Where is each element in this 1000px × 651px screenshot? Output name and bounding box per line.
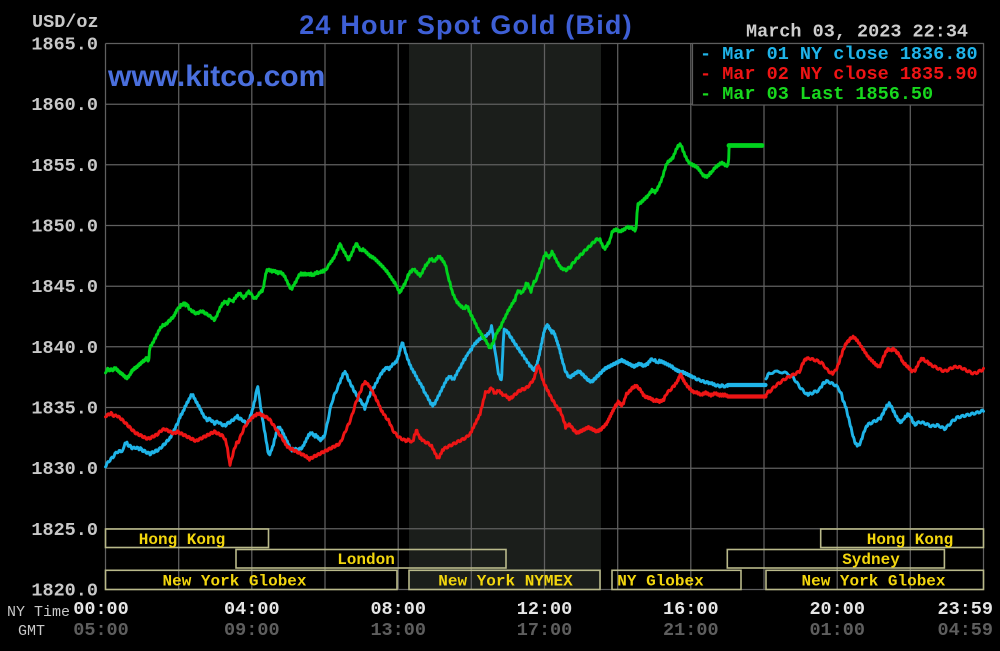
svg-text:1860.0: 1860.0 bbox=[31, 95, 98, 116]
svg-text:04:59: 04:59 bbox=[937, 620, 993, 641]
svg-text:www.kitco.com: www.kitco.com bbox=[107, 60, 325, 93]
svg-text:- Mar 03 Last 1856.50: - Mar 03 Last 1856.50 bbox=[700, 84, 933, 105]
svg-text:05:00: 05:00 bbox=[73, 620, 129, 641]
svg-text:1840.0: 1840.0 bbox=[31, 338, 98, 359]
svg-text:1820.0: 1820.0 bbox=[31, 581, 98, 602]
svg-text:New York Globex: New York Globex bbox=[162, 572, 306, 590]
svg-text:- Mar 02 NY close 1835.90: - Mar 02 NY close 1835.90 bbox=[700, 64, 978, 85]
svg-text:USD/oz: USD/oz bbox=[32, 12, 99, 33]
svg-text:NY Globex: NY Globex bbox=[617, 572, 704, 590]
svg-text:13:00: 13:00 bbox=[370, 620, 426, 641]
svg-text:1845.0: 1845.0 bbox=[31, 277, 98, 298]
svg-text:1830.0: 1830.0 bbox=[31, 459, 98, 480]
svg-text:00:00: 00:00 bbox=[73, 599, 129, 620]
svg-text:Hong Kong: Hong Kong bbox=[867, 531, 953, 549]
svg-text:01:00: 01:00 bbox=[809, 620, 865, 641]
svg-text:1835.0: 1835.0 bbox=[31, 399, 98, 420]
svg-text:23:59: 23:59 bbox=[937, 599, 993, 620]
svg-text:1850.0: 1850.0 bbox=[31, 217, 98, 238]
svg-text:17:00: 17:00 bbox=[517, 620, 573, 641]
svg-text:1865.0: 1865.0 bbox=[31, 35, 98, 56]
svg-text:04:00: 04:00 bbox=[224, 599, 280, 620]
svg-text:24 Hour Spot Gold (Bid): 24 Hour Spot Gold (Bid) bbox=[299, 10, 633, 40]
svg-text:21:00: 21:00 bbox=[663, 620, 719, 641]
svg-text:New York Globex: New York Globex bbox=[801, 572, 945, 590]
svg-text:London: London bbox=[337, 551, 395, 569]
svg-text:- Mar 01 NY close 1836.80: - Mar 01 NY close 1836.80 bbox=[700, 44, 978, 65]
svg-text:20:00: 20:00 bbox=[809, 599, 865, 620]
svg-text:GMT: GMT bbox=[18, 623, 45, 640]
svg-text:08:00: 08:00 bbox=[370, 599, 426, 620]
svg-text:Sydney: Sydney bbox=[842, 551, 900, 569]
svg-text:March 03, 2023 22:34: March 03, 2023 22:34 bbox=[746, 22, 968, 43]
svg-text:New York NYMEX: New York NYMEX bbox=[438, 572, 573, 590]
svg-text:09:00: 09:00 bbox=[224, 620, 280, 641]
svg-text:1855.0: 1855.0 bbox=[31, 156, 98, 177]
svg-text:12:00: 12:00 bbox=[517, 599, 573, 620]
svg-text:16:00: 16:00 bbox=[663, 599, 719, 620]
svg-text:NY Time: NY Time bbox=[7, 604, 70, 621]
svg-text:1825.0: 1825.0 bbox=[31, 520, 98, 541]
svg-text:Hong Kong: Hong Kong bbox=[139, 531, 225, 549]
